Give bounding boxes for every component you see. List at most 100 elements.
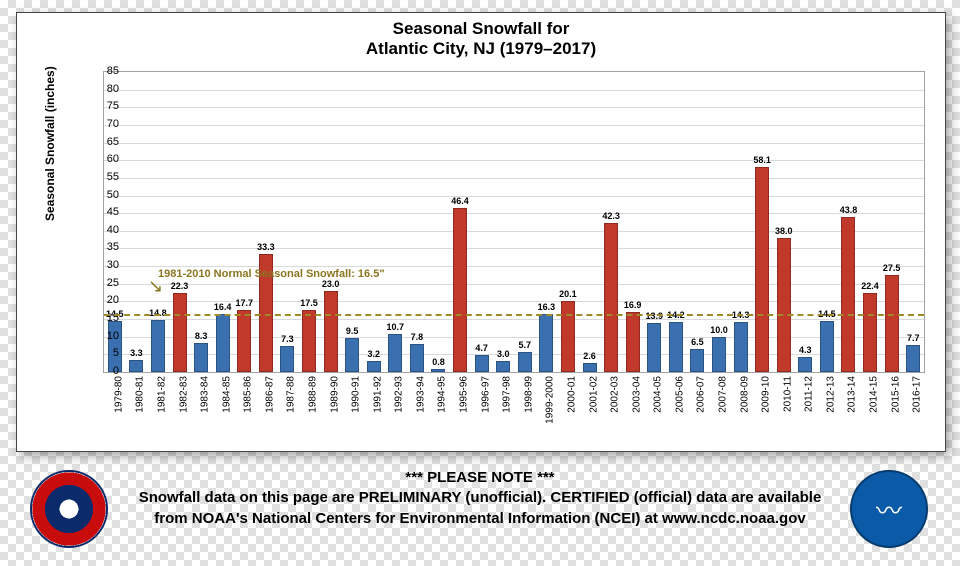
reference-line-label: 1981-2010 Normal Seasonal Snowfall: 16.5… xyxy=(158,268,385,280)
bar-value-label: 46.4 xyxy=(445,196,475,206)
bar-value-label: 3.2 xyxy=(359,349,389,359)
bar-value-label: 0.8 xyxy=(423,357,453,367)
bar-value-label: 17.7 xyxy=(229,298,259,308)
bar xyxy=(712,337,726,372)
x-tick-label: 1994-95 xyxy=(437,376,448,413)
plot-area: 1981-2010 Normal Seasonal Snowfall: 16.5… xyxy=(103,71,925,373)
bar-value-label: 42.3 xyxy=(596,211,626,221)
y-tick-label: 0 xyxy=(89,365,119,377)
gridline xyxy=(104,90,924,91)
y-tick-label: 60 xyxy=(89,153,119,165)
x-tick-label: 2013-14 xyxy=(847,376,858,413)
gridline xyxy=(104,125,924,126)
bar xyxy=(280,346,294,372)
chart-card: Seasonal Snowfall for Atlantic City, NJ … xyxy=(16,12,946,452)
footer-note: *** PLEASE NOTE *** Snowfall data on thi… xyxy=(0,468,960,529)
bar xyxy=(798,357,812,372)
x-tick-label: 2011-12 xyxy=(804,376,815,412)
x-tick-label: 1990-91 xyxy=(351,376,362,413)
bar-value-label: 4.3 xyxy=(790,345,820,355)
x-tick-label: 1996-97 xyxy=(480,376,491,413)
bar-value-label: 10.0 xyxy=(704,325,734,335)
gridline xyxy=(104,107,924,108)
y-tick-label: 40 xyxy=(89,224,119,236)
bar xyxy=(129,360,143,372)
x-tick-label: 1989-90 xyxy=(329,376,340,413)
bar xyxy=(453,208,467,372)
bar xyxy=(388,334,402,372)
x-tick-label: 1988-89 xyxy=(308,376,319,413)
x-tick-label: 2000-01 xyxy=(566,376,577,413)
y-tick-label: 10 xyxy=(89,330,119,342)
x-tick-label: 2001-02 xyxy=(588,376,599,413)
y-tick-label: 50 xyxy=(89,189,119,201)
bar-value-label: 7.8 xyxy=(402,332,432,342)
chart-title-line2: Atlantic City, NJ (1979–2017) xyxy=(17,39,945,59)
x-tick-label: 1980-81 xyxy=(135,376,146,413)
bar xyxy=(216,314,230,372)
bar-value-label: 22.3 xyxy=(165,281,195,291)
bar-value-label: 6.5 xyxy=(682,337,712,347)
bar-value-label: 58.1 xyxy=(747,155,777,165)
x-tick-label: 2002-03 xyxy=(610,376,621,413)
x-tick-label: 1985-86 xyxy=(243,376,254,413)
bar xyxy=(841,217,855,372)
x-tick-label: 1999-2000 xyxy=(545,376,556,424)
bar-value-label: 43.8 xyxy=(833,205,863,215)
gridline xyxy=(104,196,924,197)
bar-value-label: 3.0 xyxy=(488,349,518,359)
bar xyxy=(820,321,834,372)
chart-title-line1: Seasonal Snowfall for xyxy=(17,19,945,39)
x-tick-label: 1986-87 xyxy=(264,376,275,413)
bar xyxy=(647,323,661,372)
bar-value-label: 2.6 xyxy=(575,351,605,361)
x-tick-label: 1987-88 xyxy=(286,376,297,413)
x-tick-label: 1993-94 xyxy=(415,376,426,413)
bar xyxy=(734,322,748,372)
bar xyxy=(173,293,187,372)
bar xyxy=(324,291,338,372)
bar xyxy=(151,320,165,372)
bar-value-label: 23.0 xyxy=(316,279,346,289)
bar xyxy=(410,344,424,372)
bar xyxy=(518,352,532,372)
bar xyxy=(496,361,510,372)
bar-value-label: 9.5 xyxy=(337,326,367,336)
bar-value-label: 8.3 xyxy=(186,331,216,341)
bar-value-label: 17.5 xyxy=(294,298,324,308)
bar xyxy=(561,301,575,372)
bar-value-label: 10.7 xyxy=(380,322,410,332)
bar xyxy=(626,312,640,372)
y-tick-label: 55 xyxy=(89,171,119,183)
bar xyxy=(863,293,877,372)
y-tick-label: 45 xyxy=(89,206,119,218)
bar-value-label: 3.3 xyxy=(121,348,151,358)
bar-value-label: 16.3 xyxy=(531,302,561,312)
gridline xyxy=(104,284,924,285)
bar xyxy=(906,345,920,372)
x-tick-label: 1991-92 xyxy=(372,376,383,413)
footer-line-1: *** PLEASE NOTE *** xyxy=(0,468,960,488)
x-tick-label: 2008-09 xyxy=(739,376,750,413)
x-tick-label: 1982-83 xyxy=(178,376,189,413)
bar-value-label: 5.7 xyxy=(510,340,540,350)
bar xyxy=(431,369,445,372)
x-tick-label: 2015-16 xyxy=(890,376,901,413)
gridline xyxy=(104,248,924,249)
bar-value-label: 22.4 xyxy=(855,281,885,291)
gridline xyxy=(104,160,924,161)
bar-value-label: 7.3 xyxy=(272,334,302,344)
x-tick-label: 2003-04 xyxy=(631,376,642,413)
bar xyxy=(345,338,359,372)
bar xyxy=(475,355,489,372)
x-tick-label: 2004-05 xyxy=(653,376,664,413)
y-tick-label: 80 xyxy=(89,83,119,95)
bar xyxy=(604,223,618,372)
x-tick-label: 2006-07 xyxy=(696,376,707,413)
gridline xyxy=(104,231,924,232)
y-tick-label: 20 xyxy=(89,294,119,306)
gridline xyxy=(104,178,924,179)
bar xyxy=(755,167,769,372)
x-tick-label: 1983-84 xyxy=(200,376,211,413)
x-tick-label: 2009-10 xyxy=(761,376,772,413)
